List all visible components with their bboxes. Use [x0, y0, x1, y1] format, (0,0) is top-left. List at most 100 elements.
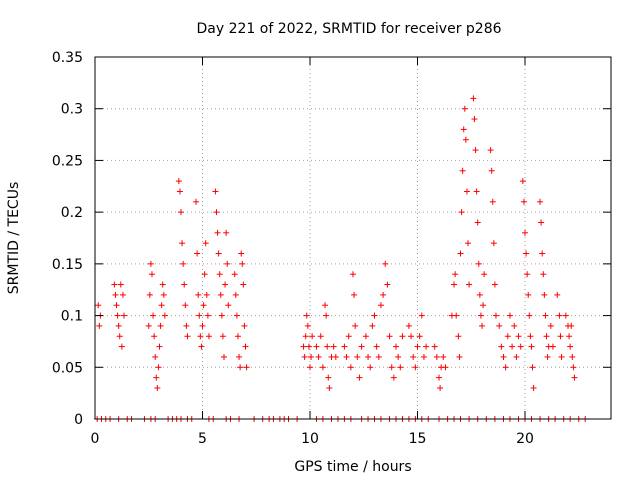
data-point: [455, 333, 462, 340]
data-point: [151, 333, 158, 340]
data-point: [466, 281, 473, 288]
data-point: [153, 374, 160, 381]
data-point: [117, 281, 124, 288]
data-point: [463, 188, 470, 195]
data-point: [569, 353, 576, 360]
data-point: [323, 312, 330, 319]
data-point: [530, 384, 537, 391]
data-point: [412, 364, 419, 371]
data-point: [238, 250, 245, 257]
data-point: [519, 178, 526, 185]
data-point: [513, 353, 520, 360]
data-point: [543, 333, 550, 340]
data-point: [420, 353, 427, 360]
data-point: [373, 343, 380, 350]
data-point: [176, 188, 183, 195]
data-point: [237, 364, 244, 371]
data-point: [557, 333, 564, 340]
data-point: [369, 322, 376, 329]
data-point: [465, 240, 472, 247]
data-point: [481, 271, 488, 278]
y-tick-label: 0.15: [52, 257, 83, 273]
data-point: [566, 333, 573, 340]
data-point: [178, 209, 184, 216]
data-point: [301, 353, 308, 360]
data-point: [115, 322, 122, 329]
data-point: [502, 364, 509, 371]
data-point: [330, 343, 337, 350]
x-tick-label: 0: [91, 431, 100, 447]
data-point: [473, 188, 480, 195]
y-tick-label: 0.1: [61, 309, 83, 325]
data-point: [471, 116, 478, 123]
data-point: [236, 353, 243, 360]
data-point: [223, 229, 230, 236]
data-point: [431, 343, 438, 350]
data-point: [459, 167, 466, 174]
data-point: [496, 322, 503, 329]
data-point: [199, 322, 206, 329]
data-point: [156, 343, 163, 350]
data-point: [356, 374, 363, 381]
data-point: [457, 250, 464, 257]
data-point: [222, 281, 229, 288]
data-point: [158, 302, 165, 309]
data-point: [393, 343, 399, 350]
data-point: [225, 302, 232, 309]
data-point: [234, 333, 241, 340]
data-point: [243, 364, 250, 371]
data-point: [304, 322, 311, 329]
data-point: [354, 353, 361, 360]
data-point: [554, 291, 561, 298]
data-point: [475, 260, 482, 267]
data-point: [150, 312, 157, 319]
data-point: [175, 178, 182, 185]
data-point: [116, 333, 123, 340]
data-point: [388, 364, 395, 371]
data-point: [152, 353, 159, 360]
x-tick-label: 15: [409, 431, 427, 447]
data-point: [476, 291, 483, 298]
data-point: [547, 322, 554, 329]
data-point: [408, 333, 415, 340]
data-point: [525, 291, 532, 298]
data-point: [221, 353, 227, 360]
data-point: [240, 281, 247, 288]
data-point: [201, 271, 208, 278]
y-tick-label: 0.25: [52, 153, 83, 169]
data-point: [520, 198, 527, 205]
data-point: [96, 322, 103, 329]
data-point: [540, 271, 547, 278]
data-point: [224, 260, 231, 267]
data-point: [477, 312, 484, 319]
grid: [95, 57, 611, 419]
data-point: [347, 364, 354, 371]
data-point: [183, 322, 190, 329]
x-tick-label: 20: [516, 431, 534, 447]
x-tick-label: 10: [301, 431, 319, 447]
data-point: [452, 271, 459, 278]
data-point: [528, 343, 535, 350]
data-point: [358, 343, 365, 350]
data-point: [524, 271, 531, 278]
data-point: [460, 126, 467, 133]
data-point: [458, 209, 465, 216]
data-point: [325, 374, 332, 381]
data-point: [489, 198, 496, 205]
data-point: [205, 333, 212, 340]
data-point: [529, 364, 536, 371]
data-point: [492, 312, 499, 319]
data-point: [390, 374, 397, 381]
data-point: [121, 312, 128, 319]
data-point: [154, 384, 161, 391]
data-point: [490, 240, 497, 247]
data-point: [436, 374, 442, 381]
data-point: [380, 291, 387, 298]
data-point: [542, 312, 549, 319]
data-point: [148, 271, 155, 278]
data-point: [341, 343, 348, 350]
data-point: [416, 333, 423, 340]
plot-frame: [94, 56, 612, 420]
data-point: [198, 343, 205, 350]
data-point: [343, 353, 350, 360]
